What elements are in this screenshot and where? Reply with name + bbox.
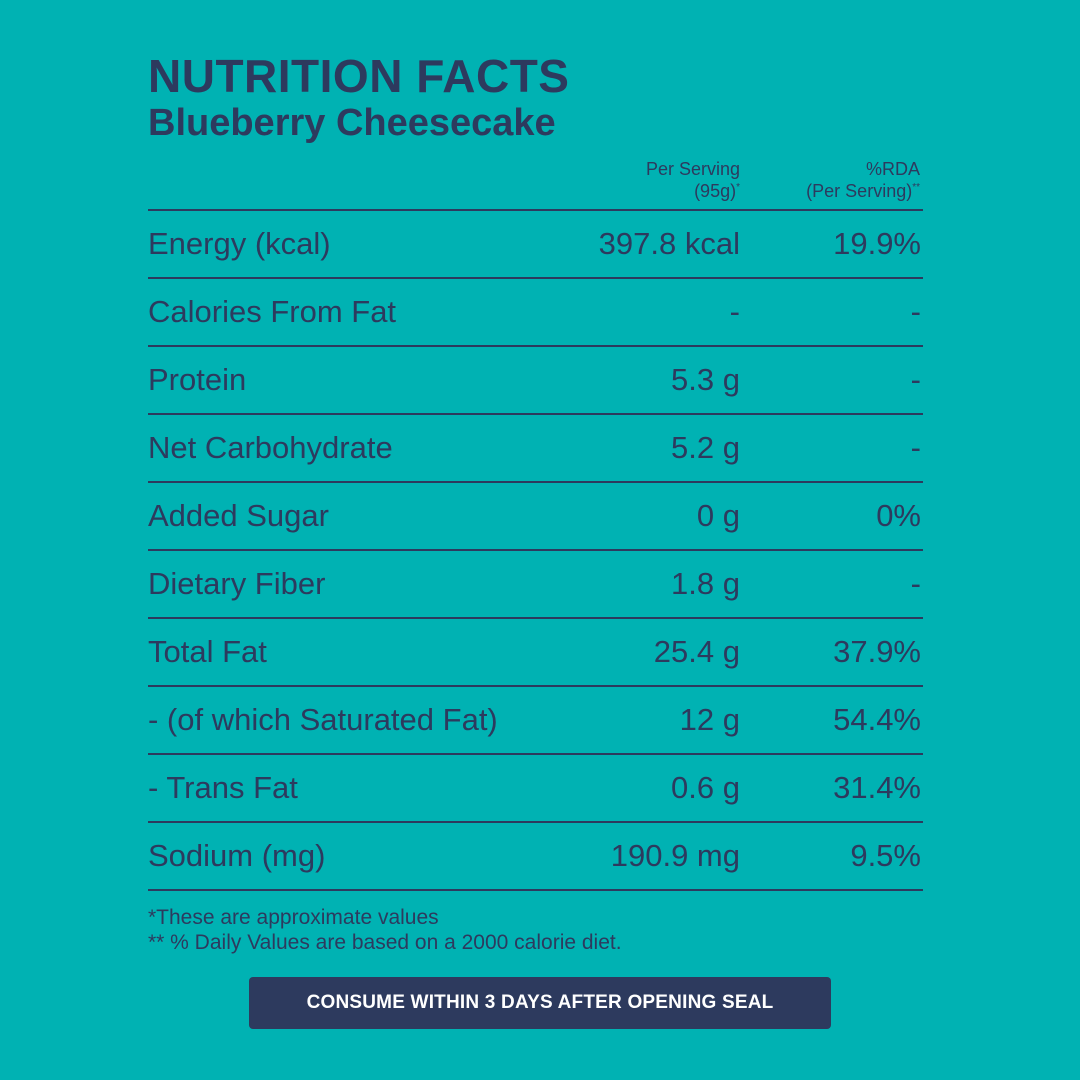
nutrient-value: 397.8 kcal: [598, 226, 740, 261]
storage-banner-text: CONSUME WITHIN 3 DAYS AFTER OPENING SEAL: [306, 992, 774, 1013]
table-row: Total Fat 25.4 g 37.9%: [148, 619, 923, 687]
footnotes: *These are approximate values ** % Daily…: [148, 905, 622, 955]
table-row: - (of which Saturated Fat) 12 g 54.4%: [148, 687, 923, 755]
nutrient-name: Total Fat: [148, 634, 267, 669]
nutrient-value: 0 g: [696, 498, 740, 533]
nutrient-value: 0.6 g: [671, 770, 740, 805]
nutrition-table: Energy (kcal) 397.8 kcal 19.9% Calories …: [148, 209, 923, 891]
nutrient-rda: -: [910, 362, 921, 397]
table-row: Energy (kcal) 397.8 kcal 19.9%: [148, 211, 923, 279]
rda-label: %RDA: [865, 159, 920, 179]
table-row: - Trans Fat 0.6 g 31.4%: [148, 755, 923, 823]
nutrient-value: 190.9 mg: [610, 838, 740, 873]
nutrient-value: 12 g: [679, 702, 740, 737]
rda-per-serving: (Per Serving): [806, 181, 913, 201]
nutrient-name: Dietary Fiber: [148, 566, 326, 601]
nutrient-rda: 37.9%: [833, 634, 921, 669]
serving-size-label: (95g)*: [580, 180, 740, 202]
nutrient-rda: 54.4%: [833, 702, 921, 737]
table-row: Protein 5.3 g -: [148, 347, 923, 415]
nutrient-rda: 19.9%: [833, 226, 921, 261]
table-row: Net Carbohydrate 5.2 g -: [148, 415, 923, 483]
table-row: Dietary Fiber 1.8 g -: [148, 551, 923, 619]
nutrient-value: 1.8 g: [671, 566, 740, 601]
nutrient-name: Added Sugar: [148, 498, 329, 533]
table-row: Sodium (mg) 190.9 mg 9.5%: [148, 823, 923, 891]
nutrient-name: Protein: [148, 362, 247, 397]
nutrient-value: 5.3 g: [671, 362, 740, 397]
nutrient-rda: -: [910, 294, 921, 329]
nutrient-rda: 31.4%: [833, 770, 921, 805]
nutrient-value: 25.4 g: [653, 634, 740, 669]
nutrient-rda: 0%: [876, 498, 921, 533]
rda-footnote-mark: **: [912, 182, 920, 193]
rda-header: %RDA (Per Serving)**: [720, 158, 920, 202]
serving-size: (95g): [694, 181, 737, 201]
nutrient-rda: 9.5%: [850, 838, 921, 873]
page-title: NUTRITION FACTS: [148, 50, 570, 102]
nutrient-value: 5.2 g: [671, 430, 740, 465]
per-serving-header: Per Serving (95g)*: [580, 158, 740, 202]
footnote-daily-values: ** % Daily Values are based on a 2000 ca…: [148, 931, 622, 954]
nutrient-name: Net Carbohydrate: [148, 430, 393, 465]
nutrient-name: Calories From Fat: [148, 294, 397, 329]
nutrient-name: Energy (kcal): [148, 226, 331, 261]
table-row: Added Sugar 0 g 0%: [148, 483, 923, 551]
rda-sub-label: (Per Serving)**: [720, 180, 920, 202]
nutrient-rda: -: [910, 566, 921, 601]
storage-banner: CONSUME WITHIN 3 DAYS AFTER OPENING SEAL: [249, 977, 831, 1029]
nutrient-name: Sodium (mg): [148, 838, 326, 873]
nutrient-name: - Trans Fat: [148, 770, 298, 805]
serving-footnote-mark: *: [736, 182, 740, 193]
per-serving-label: Per Serving: [645, 159, 740, 179]
nutrient-value: -: [729, 294, 740, 329]
table-row: Calories From Fat - -: [148, 279, 923, 347]
nutrient-name: - (of which Saturated Fat): [148, 702, 498, 737]
nutrient-rda: -: [910, 430, 921, 465]
product-name: Blueberry Cheesecake: [148, 102, 556, 144]
footnote-approximate: *These are approximate values: [148, 906, 439, 929]
